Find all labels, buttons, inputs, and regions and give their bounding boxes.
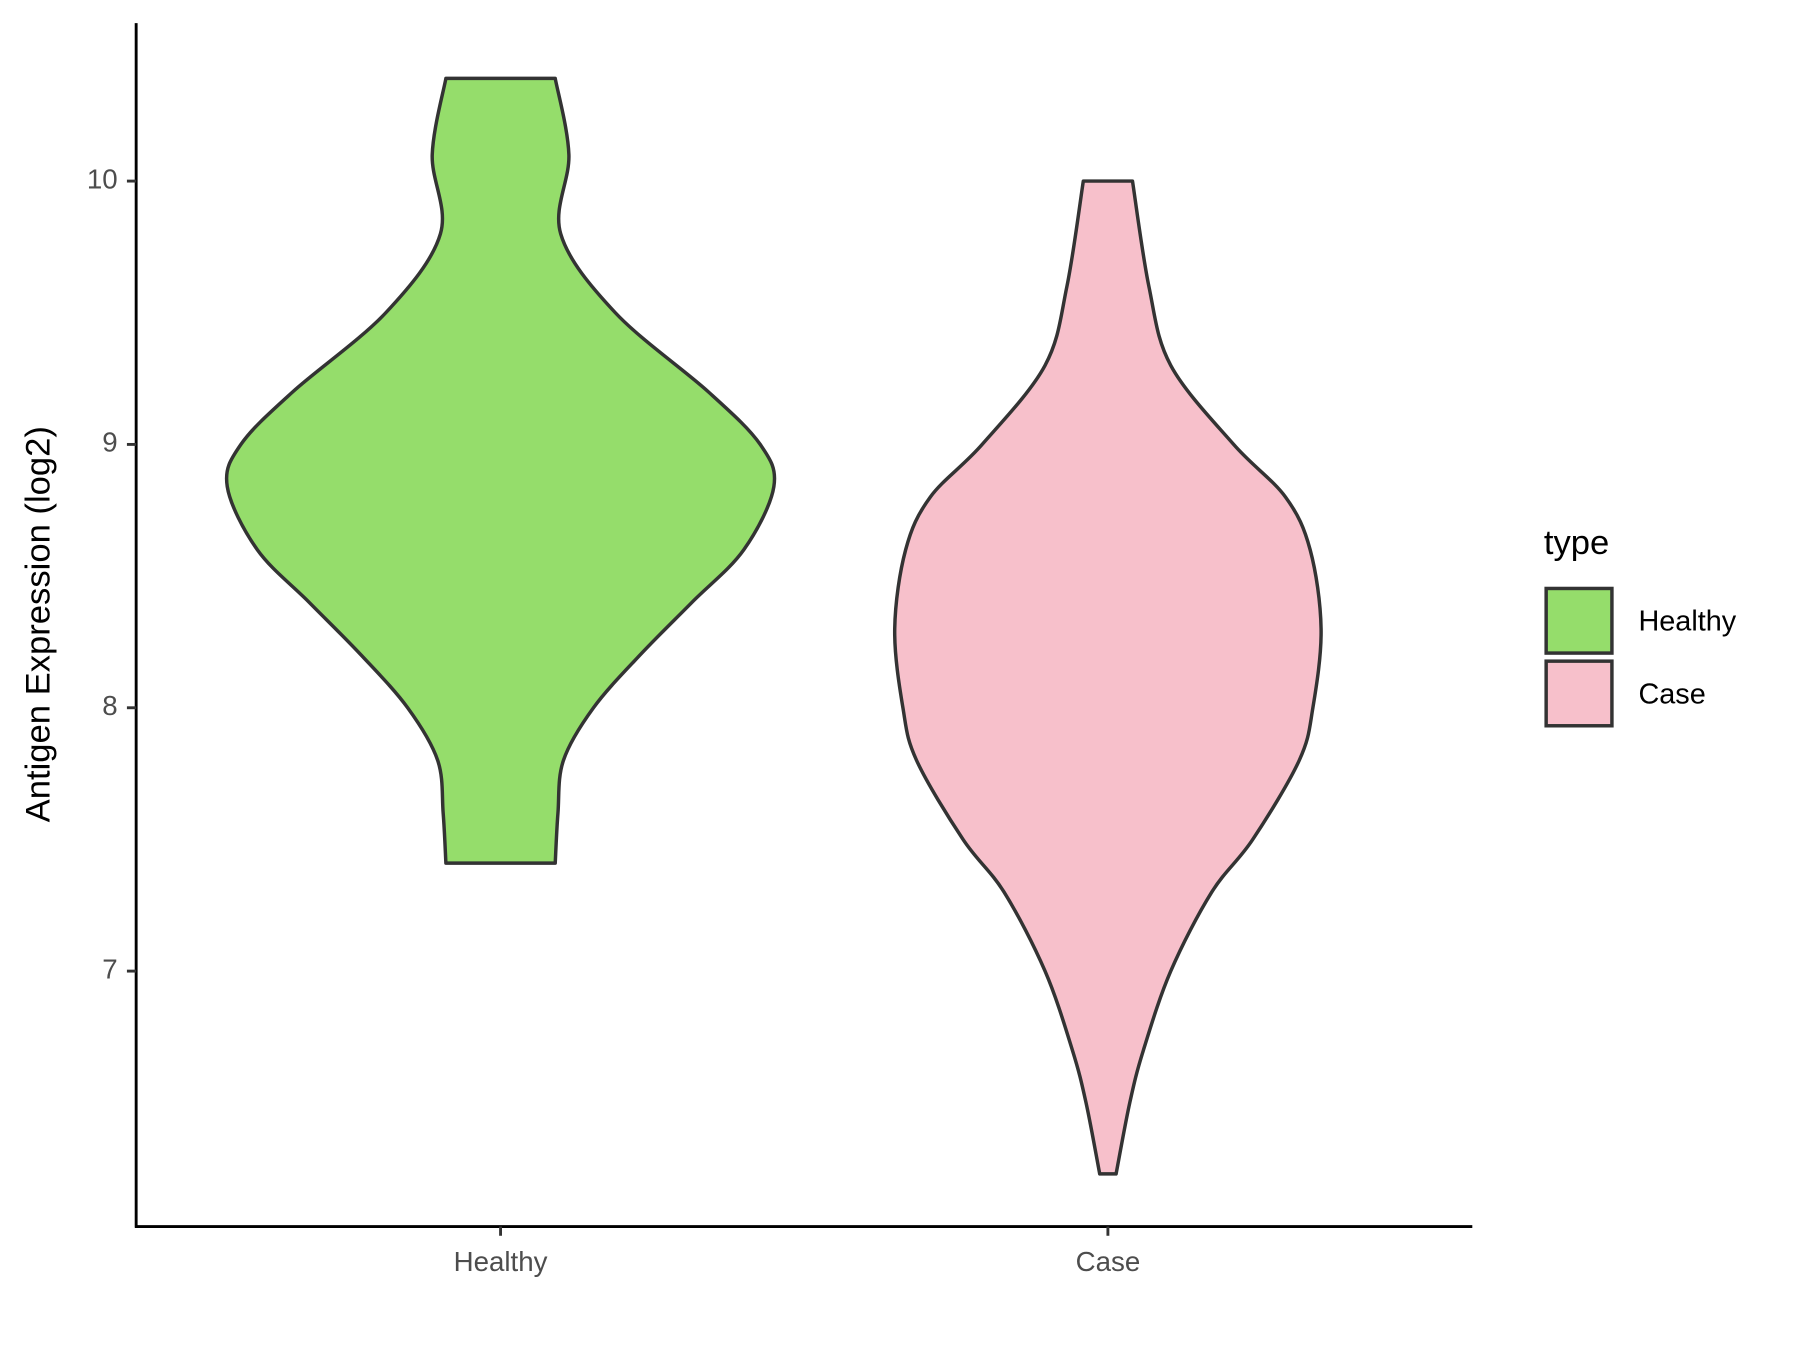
legend-title: type [1544, 524, 1609, 562]
legend-label: Case [1638, 678, 1705, 710]
y-axis-title: Antigen Expression (log2) [20, 426, 58, 822]
y-tick-label: 9 [102, 427, 117, 458]
x-tick-label: Healthy [454, 1246, 548, 1277]
legend-key [1544, 586, 1614, 655]
y-tick-label: 10 [87, 163, 118, 194]
violin [224, 76, 777, 865]
x-tick-label: Case [1076, 1246, 1141, 1277]
y-tick-label: 7 [102, 953, 117, 984]
legend-key [1544, 659, 1614, 728]
y-tick-label: 8 [102, 690, 117, 721]
legend-label: Healthy [1638, 606, 1736, 638]
violin [892, 179, 1323, 1176]
